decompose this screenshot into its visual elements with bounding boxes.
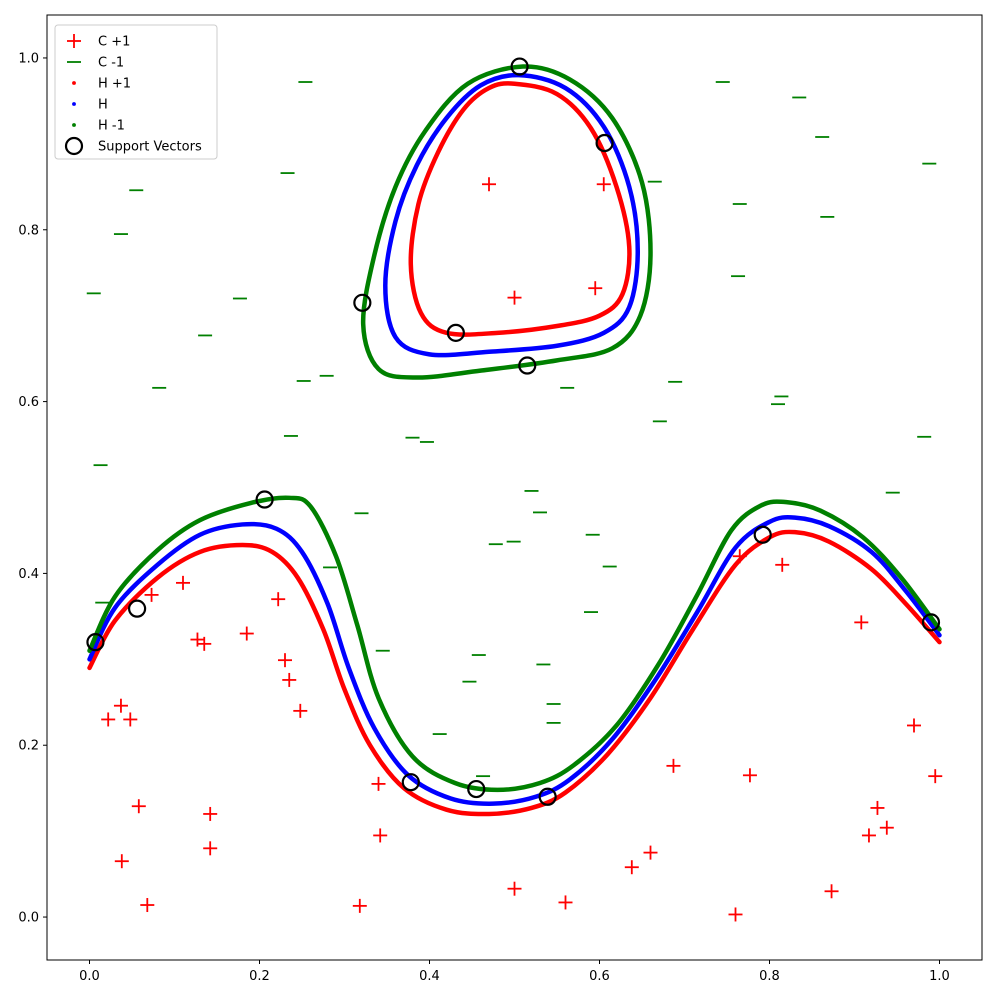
legend-label-support-vectors: Support Vectors [98,140,202,155]
point-c-1-39 [879,820,894,835]
y-tick-label-4: 0.8 [18,223,39,238]
point-c-1-0 [482,177,496,192]
point-c-1-35 [907,718,921,733]
point-support-vectors-5 [255,490,274,509]
point-c-1-3 [588,281,603,296]
point-c-1-27 [643,845,658,860]
x-tick-label-5: 1.0 [929,969,950,984]
x-tick-label-0: 0.0 [79,969,100,984]
point-support-vectors-8 [401,773,420,792]
x-tick-label-4: 0.8 [759,969,780,984]
point-support-vectors-3 [446,323,465,342]
curve-h-1-0 [87,529,942,817]
legend: C +1 C -1 H +1 H H -1 Support Vectors [54,24,218,160]
point-c-1-9 [271,592,286,607]
axes-frame [46,14,983,961]
point-support-vectors-7 [128,599,147,618]
legend-marker-h [72,102,76,106]
point-c-1-21 [371,776,386,791]
legend-marker-support-vectors [64,136,84,156]
point-c-1-31 [742,768,757,783]
legend-label-h-1: H +1 [98,77,131,92]
point-c-1-19 [114,854,129,869]
point-c-1-37 [870,800,885,815]
point-c-1-17 [203,806,218,821]
y-tick-label-1: 0.2 [18,739,39,754]
point-c-1-26 [624,860,639,875]
point-c-1-18 [203,841,218,856]
point-c-1-24 [507,881,522,896]
point-c-1-12 [293,703,308,718]
point-support-vectors-9 [467,779,486,799]
point-c-1-29 [732,549,747,564]
point-support-vectors-6 [86,633,105,652]
legend-box [54,24,218,160]
point-c-1-4 [144,587,159,602]
point-c-1-7 [197,636,212,651]
legend-marker-h-1 [72,81,76,85]
point-c-1-30 [775,557,790,572]
legend-label-c-1: C +1 [98,35,130,50]
point-c-1-20 [140,898,155,913]
point-c-1-14 [101,712,116,727]
point-c-1-38 [861,828,876,843]
plot-area [86,57,943,922]
curve-h-1-1 [360,64,653,380]
point-support-vectors-1 [595,133,614,153]
curve-h-1 [383,72,640,358]
y-tick-label-0: 0.0 [18,911,39,926]
point-c-1-23 [352,898,367,913]
legend-label-h: H [98,98,108,113]
point-c-1-11 [282,672,297,687]
x-tick-label-1: 0.2 [249,969,270,984]
x-tick-label-2: 0.4 [419,969,440,984]
x-tick-label-3: 0.6 [589,969,610,984]
legend-label-c-1: C -1 [98,56,124,71]
point-c-1-34 [854,615,869,630]
curve-h-1-1 [408,81,632,337]
point-c-1-33 [824,884,839,899]
axes: 0.0 0.2 0.4 0.6 0.8 1.0 0.0 0.2 0.4 0.6 0.8 1.0 [18,14,983,984]
curve-h-0 [87,514,942,806]
point-c-1-8 [239,626,254,641]
y-tick-label-5: 1.0 [18,51,39,66]
point-c-1-2 [507,290,522,305]
point-c-1-16 [131,799,146,814]
point-c-1-25 [558,895,573,910]
point-support-vectors-0 [510,57,529,76]
point-c-1-15 [123,712,138,727]
point-support-vectors-10 [538,787,557,806]
legend-marker-c-1 [67,34,81,48]
curve-h-1-0 [87,495,942,793]
y-tick-label-3: 0.6 [18,395,39,410]
point-c-1-36 [928,769,943,784]
point-c-1-32 [728,907,743,922]
point-c-1-22 [373,828,388,843]
point-c-1-10 [278,653,292,668]
point-c-1-5 [176,575,190,590]
point-support-vectors-4 [518,356,537,375]
point-support-vectors-12 [921,613,941,632]
point-c-1-13 [113,698,128,713]
point-support-vectors-11 [753,525,772,544]
y-tick-label-2: 0.4 [18,567,39,582]
point-c-1-28 [666,758,681,773]
point-c-1-1 [596,177,611,192]
legend-label-h-1: H -1 [98,119,125,134]
legend-marker-h-1 [72,123,76,127]
point-support-vectors-2 [353,293,372,312]
